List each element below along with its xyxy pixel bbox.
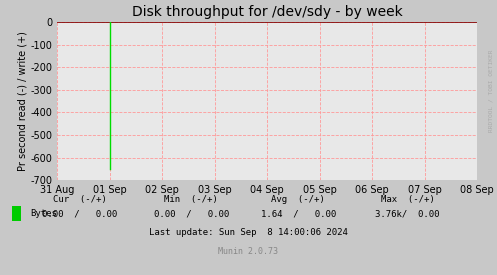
Title: Disk throughput for /dev/sdy - by week: Disk throughput for /dev/sdy - by week xyxy=(132,6,403,20)
Text: 0.00  /   0.00: 0.00 / 0.00 xyxy=(154,210,229,218)
Y-axis label: Pr second read (-) / write (+): Pr second read (-) / write (+) xyxy=(17,31,27,171)
Text: 0.00  /   0.00: 0.00 / 0.00 xyxy=(42,210,117,218)
Text: Avg  (-/+): Avg (-/+) xyxy=(271,195,325,204)
Text: Munin 2.0.73: Munin 2.0.73 xyxy=(219,247,278,256)
Text: Bytes: Bytes xyxy=(30,210,57,218)
Text: Max  (-/+): Max (-/+) xyxy=(381,195,434,204)
Text: RRDTOOL / TOBI OETIKER: RRDTOOL / TOBI OETIKER xyxy=(489,50,494,132)
Text: 1.64  /   0.00: 1.64 / 0.00 xyxy=(260,210,336,218)
Text: Min  (-/+): Min (-/+) xyxy=(165,195,218,204)
Text: Cur  (-/+): Cur (-/+) xyxy=(53,195,106,204)
Text: Last update: Sun Sep  8 14:00:06 2024: Last update: Sun Sep 8 14:00:06 2024 xyxy=(149,228,348,237)
Text: 3.76k/  0.00: 3.76k/ 0.00 xyxy=(375,210,440,218)
